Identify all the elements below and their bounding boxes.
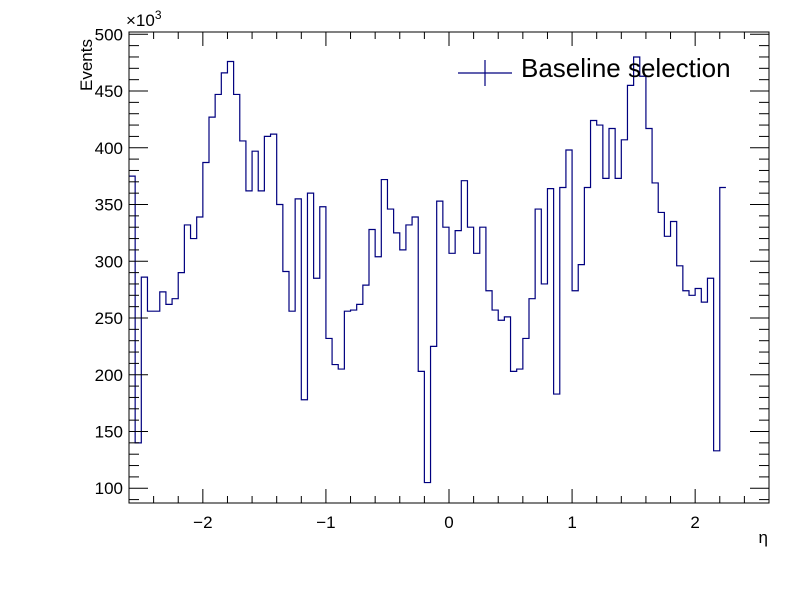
histogram-series-baseline-selection [129,56,726,484]
y-tick-label: 500 [95,25,123,44]
y-multiplier: ×103 [126,8,162,30]
x-tick-label: 1 [567,513,576,532]
y-tick-label: 150 [95,422,123,441]
y-axis: 100 150 200 250 300 350 400 450 500 [95,25,769,501]
y-axis-title: Events [77,39,96,91]
y-tick-label: 350 [95,196,123,215]
y-tick-label: 100 [95,479,123,498]
y-tick-label: 250 [95,309,123,328]
x-axis: −2 −1 0 1 2 [128,32,770,532]
y-tick-label: 200 [95,366,123,385]
x-axis-title: η [759,528,768,547]
x-tick-label: −2 [193,513,212,532]
y-tick-label: 400 [95,139,123,158]
y-tick-label: 300 [95,252,123,271]
legend: Baseline selection [458,53,731,86]
histogram-layer [129,56,726,484]
plot-frame [128,31,770,504]
x-tick-label: 2 [690,513,699,532]
x-tick-label: −1 [316,513,335,532]
x-tick-label: 0 [444,513,453,532]
legend-label: Baseline selection [521,53,731,83]
y-tick-label: 450 [95,82,123,101]
